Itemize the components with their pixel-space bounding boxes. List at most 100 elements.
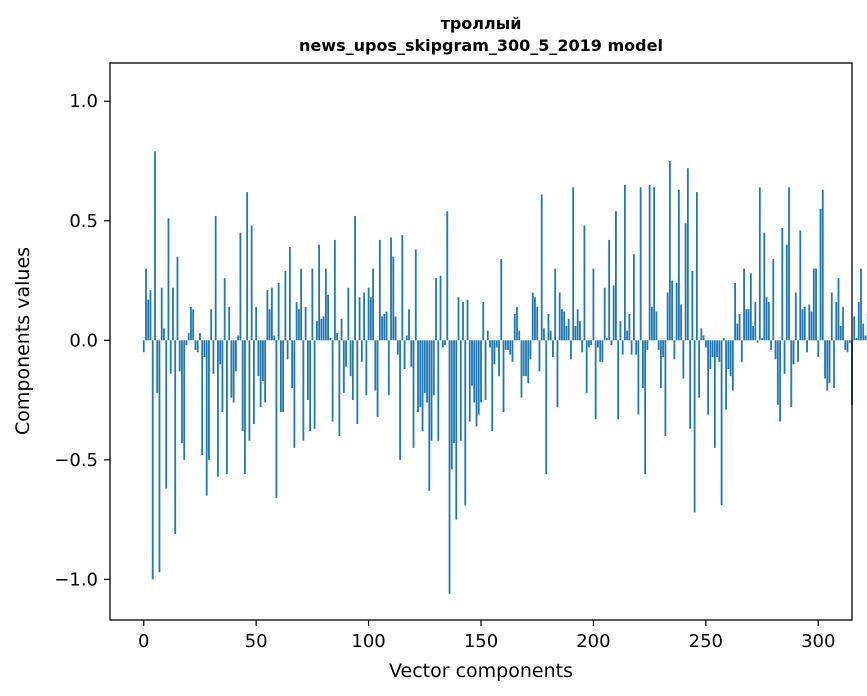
bar: [203, 340, 206, 358]
bar: [147, 299, 150, 341]
bar: [666, 292, 669, 341]
x-tick-label: 0: [138, 631, 149, 652]
bar: [628, 314, 631, 341]
bar: [720, 340, 723, 506]
bar: [315, 321, 318, 341]
bar: [534, 297, 536, 341]
x-axis: 0 50 100 150 200 250 300: [138, 620, 835, 652]
bar: [253, 340, 255, 424]
bar: [419, 340, 422, 408]
bar: [329, 337, 332, 341]
y-tick-label: −0.5: [54, 450, 98, 471]
bar: [495, 340, 498, 348]
bar: [248, 340, 251, 441]
bar: [181, 340, 183, 444]
y-tick-label: 0.0: [69, 330, 98, 351]
bar: [500, 259, 503, 341]
bar: [421, 340, 424, 432]
bar: [199, 333, 201, 341]
bar: [776, 340, 779, 405]
bar: [284, 270, 287, 341]
bar: [414, 249, 417, 341]
bar: [435, 278, 437, 341]
bar: [648, 184, 651, 341]
bar: [149, 290, 152, 341]
bar: [444, 340, 446, 346]
bar: [226, 340, 228, 475]
bar: [246, 192, 249, 341]
bar: [655, 311, 658, 341]
bar: [561, 309, 563, 341]
bar: [448, 340, 451, 594]
bar: [522, 340, 525, 377]
bar: [608, 239, 611, 341]
bar: [387, 340, 390, 396]
bar: [286, 340, 289, 360]
bar: [610, 340, 613, 346]
bar: [176, 256, 179, 341]
bar: [794, 292, 797, 341]
bar: [567, 318, 570, 341]
bar: [293, 340, 296, 448]
bar: [235, 340, 237, 372]
bar: [518, 330, 521, 341]
bar: [641, 340, 644, 389]
bar: [257, 340, 260, 377]
bar: [239, 232, 242, 341]
bar: [673, 340, 676, 360]
bar: [464, 340, 467, 506]
bar: [205, 340, 208, 496]
bar: [792, 340, 795, 365]
bar: [502, 340, 505, 413]
bar: [547, 314, 550, 341]
bar: [619, 321, 622, 341]
bar: [740, 340, 743, 362]
bar: [837, 278, 840, 341]
bar: [722, 337, 725, 341]
bar: [516, 306, 518, 341]
x-tick-label: 100: [351, 631, 385, 652]
bar: [785, 244, 788, 341]
bar: [228, 306, 231, 341]
bar: [376, 340, 379, 417]
y-axis-label: Components values: [12, 247, 34, 435]
bar: [378, 239, 381, 341]
bar: [338, 340, 341, 436]
bar: [351, 340, 354, 401]
bar: [212, 340, 215, 374]
bar: [747, 309, 750, 341]
bar: [349, 340, 352, 377]
bar: [693, 340, 696, 513]
x-tick-label: 300: [801, 631, 835, 652]
bar: [423, 340, 426, 393]
bar: [318, 244, 321, 341]
bar: [480, 340, 482, 403]
bar: [828, 340, 831, 384]
bar: [644, 340, 647, 475]
bar: [183, 340, 186, 460]
bar: [311, 268, 314, 341]
bar: [617, 340, 620, 420]
bar: [756, 340, 759, 343]
bar: [691, 270, 694, 341]
bar: [410, 340, 413, 367]
bar: [857, 302, 860, 341]
bar: [790, 340, 793, 408]
bar: [288, 247, 291, 341]
bar: [718, 340, 721, 362]
bar: [536, 306, 539, 341]
bar: [295, 302, 298, 341]
bar: [540, 194, 543, 341]
bar: [731, 340, 734, 391]
bar: [273, 335, 276, 341]
bar: [192, 309, 195, 341]
bar: [702, 335, 705, 341]
bar: [466, 299, 469, 341]
bar: [336, 333, 338, 341]
bar: [142, 340, 145, 353]
bar: [668, 161, 671, 341]
bar: [365, 340, 368, 396]
bar: [264, 340, 267, 403]
bar: [279, 340, 282, 413]
bar: [473, 340, 476, 403]
